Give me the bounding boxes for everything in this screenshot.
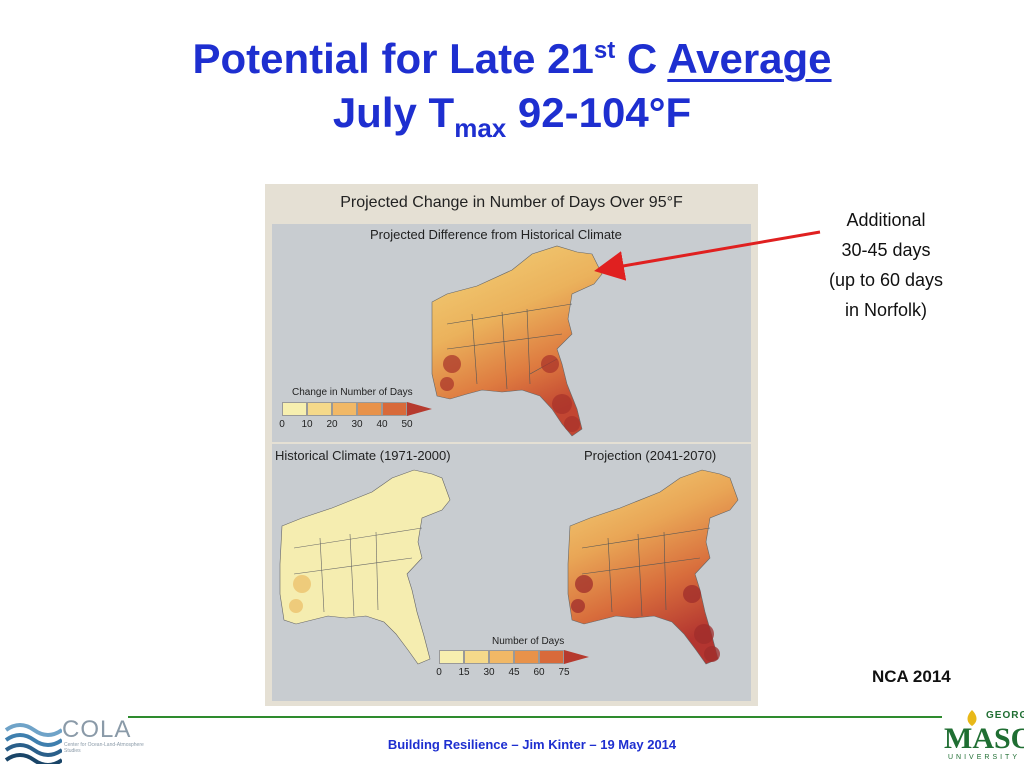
difference-scale-swatch (332, 402, 357, 416)
gmu-flame-icon (967, 710, 977, 726)
historical-warm-spots (289, 575, 311, 613)
difference-scale-tick-label: 20 (326, 419, 338, 430)
difference-map (431, 245, 603, 437)
hotspots (440, 355, 580, 432)
days-scale-tick-label: 45 (508, 667, 520, 678)
days-scale-swatch (464, 650, 489, 664)
cola-wave-icon (4, 723, 62, 764)
projection-hotspots (571, 575, 720, 662)
difference-scale-swatch (357, 402, 382, 416)
projection-panel-label: Projection (2041-2070) (584, 448, 717, 463)
days-scale-swatch (539, 650, 564, 664)
historical-and-projection-maps (279, 469, 739, 665)
difference-map-panel: Projected Difference from Historical Cli… (272, 224, 751, 442)
norfolk-annotation: Additional 30-45 days (up to 60 days in … (828, 210, 944, 320)
days-scale-title: Number of Days (492, 636, 565, 647)
days-scale-swatch (439, 650, 464, 664)
gmu-logo: GEORGE MASON UNIVERSITY (944, 710, 1024, 761)
days-scale-tick-label: 60 (533, 667, 545, 678)
difference-scale-tick-label: 10 (301, 419, 313, 430)
slide-title: Potential for Late 21st C Average July T… (0, 32, 1024, 143)
days-scale-tick-label: 15 (458, 667, 470, 678)
footer-divider (128, 716, 942, 718)
difference-scale-title: Change in Number of Days (292, 387, 413, 398)
difference-scale-swatch (307, 402, 332, 416)
projection-map-shape (567, 469, 739, 665)
days-scale-swatch (514, 650, 539, 664)
difference-scale-tick-label: 30 (351, 419, 363, 430)
projection-state-borders (581, 527, 711, 617)
days-scale-swatch (564, 650, 589, 664)
difference-scale-swatch (382, 402, 407, 416)
title-line-1: Potential for Late 21st C Average (192, 35, 832, 82)
difference-scale-tick-label: 50 (401, 419, 413, 430)
days-scale-tick-label: 30 (483, 667, 495, 678)
title-line-2: July Tmax 92-104°F (332, 88, 692, 143)
days-scale-swatch (489, 650, 514, 664)
historical-state-borders (293, 527, 423, 617)
difference-panel-label: Projected Difference from Historical Cli… (370, 227, 622, 242)
figure-title: Projected Change in Number of Days Over … (340, 194, 683, 211)
difference-scale-swatch (407, 402, 432, 416)
bottom-maps-panel: Historical Climate (1971-2000) Projectio… (272, 444, 751, 701)
difference-scale-tick-label: 40 (376, 419, 388, 430)
source-citation: NCA 2014 (872, 667, 951, 686)
title-underlined-word: Average (667, 35, 832, 82)
climate-map-figure: Projected Change in Number of Days Over … (265, 184, 758, 706)
days-scale-tick-label: 0 (436, 667, 442, 678)
cola-logo: COLA Center for Ocean-Land-Atmosphere St… (4, 716, 144, 764)
southeast-us-shape (431, 245, 603, 437)
difference-scale-swatch (282, 402, 307, 416)
difference-scale-tick-label: 0 (279, 419, 285, 430)
historical-panel-label: Historical Climate (1971-2000) (275, 448, 451, 463)
historical-map-shape (279, 469, 451, 665)
days-scale-tick-label: 75 (558, 667, 570, 678)
footer-text: Building Resilience – Jim Kinter – 19 Ma… (387, 737, 677, 752)
